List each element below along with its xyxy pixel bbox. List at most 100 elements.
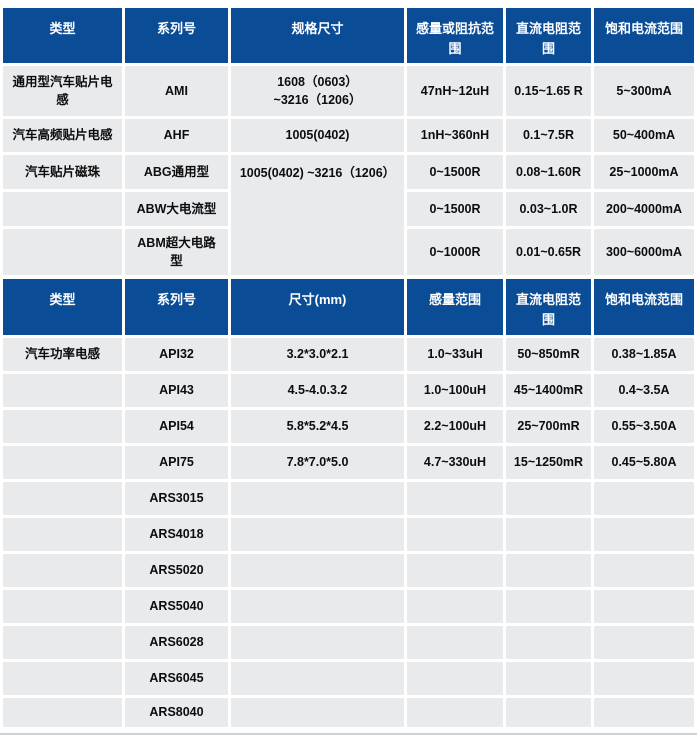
table-header-row: 类型 系列号 规格尺寸 感量或阻抗范 围 直流电阻范 围 饱和电流范围 <box>3 8 694 64</box>
cell-inductance <box>407 553 503 587</box>
cell-saturation: 0.45~5.80A <box>594 445 694 479</box>
table-row: 汽车贴片磁珠 ABG通用型 1005(0402) ~3216（1206） 0~1… <box>3 155 694 276</box>
cell-dimensions <box>231 517 404 551</box>
cell-dimensions <box>231 625 404 659</box>
table-row: ARS8040 <box>3 697 694 727</box>
cell-series: AMI <box>125 66 228 117</box>
cell-series: ABM超大电路 型 <box>125 229 228 276</box>
cell-inductance: 1nH~360nH <box>407 119 503 153</box>
table-row: API54 5.8*5.2*4.5 2.2~100uH 25~700mR 0.5… <box>3 409 694 443</box>
table-row: API43 4.5-4.0.3.2 1.0~100uH 45~1400mR 0.… <box>3 373 694 407</box>
cell-inductance <box>407 481 503 515</box>
table-row: ARS3015 <box>3 481 694 515</box>
cell-saturation <box>594 517 694 551</box>
table-row: ABM超大电路 型 0~1000R 0.01~0.65R 300~6000mA <box>3 229 694 276</box>
cell-series: ARS6045 <box>125 661 228 695</box>
cell-saturation <box>594 553 694 587</box>
cell-inductance: 47nH~12uH <box>407 66 503 117</box>
cell-type <box>3 697 122 727</box>
cell-type <box>3 229 122 276</box>
spec-table-inductors: 类型 系列号 规格尺寸 感量或阻抗范 围 直流电阻范 围 饱和电流范围 通用型汽… <box>0 5 697 278</box>
cell-dimensions <box>231 661 404 695</box>
column-header-dcr-range: 直流电阻范 围 <box>506 279 591 335</box>
cell-dimensions <box>231 697 404 727</box>
cell-series: API54 <box>125 409 228 443</box>
cell-inductance: 0~1500R <box>407 192 503 227</box>
cell-size: 1005(0402) <box>231 119 404 153</box>
cell-type: 汽车功率电感 <box>3 337 122 371</box>
column-header-saturation-range: 饱和电流范围 <box>594 8 694 64</box>
cell-dcr <box>506 517 591 551</box>
cell-saturation: 25~1000mA <box>594 155 694 190</box>
cell-type <box>3 625 122 659</box>
column-header-saturation-range: 饱和电流范围 <box>594 279 694 335</box>
cell-dimensions: 4.5-4.0.3.2 <box>231 373 404 407</box>
cell-type <box>3 409 122 443</box>
cell-inductance <box>407 517 503 551</box>
cell-dimensions: 3.2*3.0*2.1 <box>231 337 404 371</box>
cell-dcr: 0.08~1.60R <box>506 155 591 190</box>
cell-series: AHF <box>125 119 228 153</box>
cell-type: 汽车高频贴片电感 <box>3 119 122 153</box>
column-header-size: 规格尺寸 <box>231 8 404 64</box>
bottom-divider <box>0 732 697 735</box>
cell-inductance <box>407 589 503 623</box>
table-row: 汽车高频贴片电感 AHF 1005(0402) 1nH~360nH 0.1~7.… <box>3 119 694 153</box>
cell-inductance <box>407 661 503 695</box>
table-row: 汽车功率电感 API32 3.2*3.0*2.1 1.0~33uH 50~850… <box>3 337 694 371</box>
cell-inductance: 0~1000R <box>407 229 503 276</box>
table-row: 通用型汽车贴片电感 AMI 1608（0603） ~3216（1206） 47n… <box>3 66 694 117</box>
cell-dimensions <box>231 589 404 623</box>
cell-series: ABW大电流型 <box>125 192 228 227</box>
cell-inductance: 1.0~100uH <box>407 373 503 407</box>
cell-dimensions <box>231 481 404 515</box>
table-header-row: 类型 系列号 尺寸(mm) 感量范围 直流电阻范 围 饱和电流范围 <box>3 279 694 335</box>
table-row: ARS5020 <box>3 553 694 587</box>
cell-saturation: 50~400mA <box>594 119 694 153</box>
table-row: ARS6028 <box>3 625 694 659</box>
table-row: ABW大电流型 0~1500R 0.03~1.0R 200~4000mA <box>3 192 694 227</box>
cell-saturation: 200~4000mA <box>594 192 694 227</box>
column-header-series: 系列号 <box>125 8 228 64</box>
column-header-dcr-range: 直流电阻范 围 <box>506 8 591 64</box>
cell-dcr: 0.1~7.5R <box>506 119 591 153</box>
cell-dcr: 15~1250mR <box>506 445 591 479</box>
cell-series: ARS5040 <box>125 589 228 623</box>
table-row: ARS4018 <box>3 517 694 551</box>
cell-dcr <box>506 661 591 695</box>
cell-type <box>3 481 122 515</box>
cell-inductance: 4.7~330uH <box>407 445 503 479</box>
cell-type <box>3 661 122 695</box>
cell-dcr: 50~850mR <box>506 337 591 371</box>
cell-series: API43 <box>125 373 228 407</box>
cell-dcr <box>506 553 591 587</box>
cell-saturation <box>594 661 694 695</box>
cell-dcr <box>506 589 591 623</box>
cell-saturation: 0.4~3.5A <box>594 373 694 407</box>
cell-saturation: 5~300mA <box>594 66 694 117</box>
cell-type <box>3 517 122 551</box>
column-header-type: 类型 <box>3 279 122 335</box>
cell-inductance: 2.2~100uH <box>407 409 503 443</box>
cell-series: ARS4018 <box>125 517 228 551</box>
cell-inductance <box>407 625 503 659</box>
cell-saturation: 0.38~1.85A <box>594 337 694 371</box>
cell-type <box>3 553 122 587</box>
cell-saturation <box>594 697 694 727</box>
cell-inductance <box>407 697 503 727</box>
cell-series: ARS3015 <box>125 481 228 515</box>
cell-saturation: 300~6000mA <box>594 229 694 276</box>
column-header-dimensions: 尺寸(mm) <box>231 279 404 335</box>
cell-series: ARS8040 <box>125 697 228 727</box>
column-header-inductance-range: 感量或阻抗范 围 <box>407 8 503 64</box>
cell-type <box>3 445 122 479</box>
cell-series: ABG通用型 <box>125 155 228 190</box>
cell-saturation <box>594 481 694 515</box>
cell-saturation: 0.55~3.50A <box>594 409 694 443</box>
cell-dcr: 25~700mR <box>506 409 591 443</box>
cell-inductance: 1.0~33uH <box>407 337 503 371</box>
cell-type <box>3 589 122 623</box>
cell-saturation <box>594 589 694 623</box>
column-header-series: 系列号 <box>125 279 228 335</box>
